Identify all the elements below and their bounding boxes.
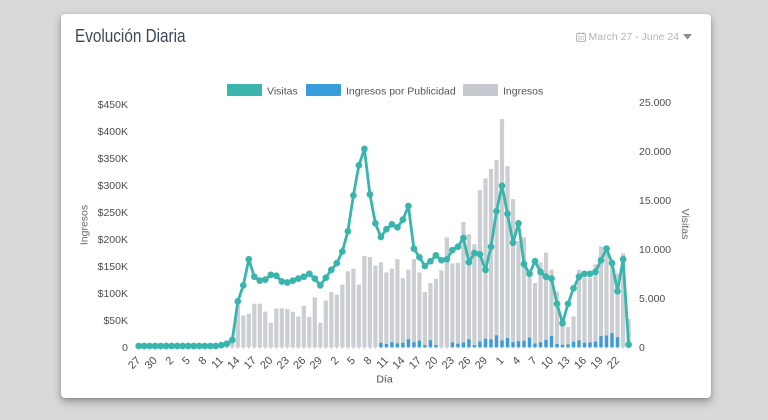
svg-text:25.000: 25.000 <box>639 97 671 109</box>
svg-text:$100K: $100K <box>98 288 128 300</box>
svg-text:20: 20 <box>258 355 275 372</box>
svg-text:29: 29 <box>308 355 325 372</box>
svg-text:$250K: $250K <box>98 207 128 219</box>
svg-text:$400K: $400K <box>98 126 128 138</box>
svg-text:0: 0 <box>122 342 128 354</box>
svg-text:5: 5 <box>180 355 193 368</box>
svg-text:17: 17 <box>407 355 424 372</box>
svg-text:16: 16 <box>572 355 589 372</box>
svg-text:20.000: 20.000 <box>639 146 671 158</box>
svg-text:$450K: $450K <box>98 99 128 111</box>
svg-text:23: 23 <box>440 355 457 372</box>
svg-text:19: 19 <box>588 355 605 372</box>
svg-text:5: 5 <box>345 355 358 368</box>
svg-text:1: 1 <box>494 355 507 368</box>
svg-text:5.000: 5.000 <box>639 293 665 305</box>
svg-text:2: 2 <box>329 355 342 368</box>
svg-text:2: 2 <box>164 355 177 368</box>
svg-text:$200K: $200K <box>98 234 128 246</box>
svg-text:$350K: $350K <box>98 153 128 165</box>
svg-text:Visitas: Visitas <box>679 209 691 240</box>
svg-text:7: 7 <box>527 355 540 368</box>
svg-text:17: 17 <box>242 355 259 372</box>
svg-text:14: 14 <box>225 355 242 372</box>
svg-text:20: 20 <box>423 355 440 372</box>
svg-text:23: 23 <box>275 355 292 372</box>
svg-text:Ingresos por Publicidad: Ingresos por Publicidad <box>346 86 456 98</box>
svg-text:8: 8 <box>197 355 210 368</box>
svg-text:$50K: $50K <box>103 315 128 327</box>
svg-text:27: 27 <box>126 355 143 372</box>
svg-text:26: 26 <box>291 355 308 372</box>
svg-text:11: 11 <box>374 355 391 372</box>
svg-text:11: 11 <box>209 355 226 372</box>
svg-text:$150K: $150K <box>98 261 128 273</box>
svg-text:Visitas: Visitas <box>267 86 298 98</box>
svg-text:14: 14 <box>390 355 407 372</box>
svg-text:Ingresos: Ingresos <box>503 86 543 98</box>
svg-text:10: 10 <box>539 355 556 372</box>
svg-text:0: 0 <box>639 342 645 354</box>
svg-text:Día: Día <box>376 374 393 386</box>
svg-text:22: 22 <box>605 355 622 372</box>
svg-text:15.000: 15.000 <box>639 195 671 207</box>
svg-text:29: 29 <box>473 355 490 372</box>
svg-text:30: 30 <box>143 355 160 372</box>
svg-text:8: 8 <box>362 355 375 368</box>
svg-text:13: 13 <box>555 355 572 372</box>
svg-text:Ingresos: Ingresos <box>79 205 91 245</box>
svg-text:4: 4 <box>510 355 523 368</box>
svg-text:10.000: 10.000 <box>639 244 671 256</box>
svg-text:26: 26 <box>456 355 473 372</box>
svg-text:$300K: $300K <box>98 180 128 192</box>
